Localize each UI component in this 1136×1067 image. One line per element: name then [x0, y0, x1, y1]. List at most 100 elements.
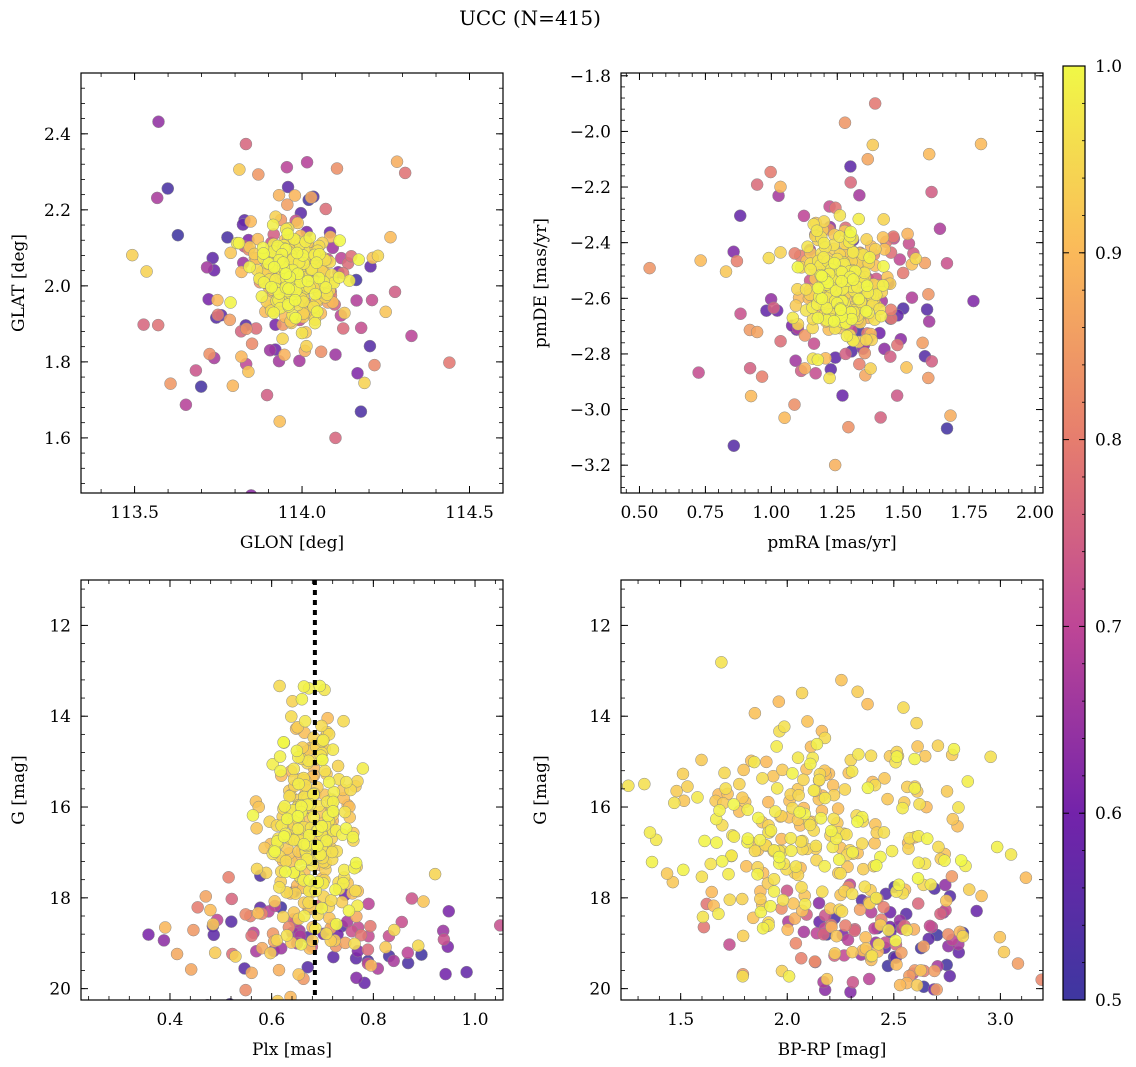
data-point	[290, 744, 304, 758]
data-point	[916, 336, 929, 350]
data-point	[257, 247, 270, 260]
data-point	[401, 946, 415, 960]
data-point	[1011, 957, 1025, 970]
data-point	[277, 736, 290, 749]
data-point	[789, 860, 803, 873]
data-point	[860, 279, 874, 293]
data-point	[747, 755, 761, 769]
data-point	[316, 734, 330, 747]
data-point	[442, 905, 456, 918]
data-point	[735, 892, 749, 906]
colorbar-tick-label: 0.5	[1095, 991, 1122, 1011]
data-point	[776, 893, 790, 907]
data-point	[322, 775, 336, 789]
data-point	[150, 191, 164, 205]
data-point	[933, 222, 947, 236]
data-point	[896, 266, 910, 280]
x-axis-label: BP-RP [mag]	[778, 1040, 887, 1060]
data-point	[956, 930, 970, 943]
data-point	[211, 293, 224, 307]
data-point	[804, 263, 817, 276]
data-point	[354, 321, 368, 335]
data-point	[874, 411, 887, 424]
data-point	[893, 978, 907, 992]
data-point	[301, 274, 315, 288]
data-point	[390, 155, 404, 168]
data-point	[705, 885, 718, 899]
data-point	[798, 362, 812, 375]
data-point	[911, 872, 925, 885]
x-tick-label: 0.6	[258, 1010, 285, 1030]
y-tick-label: 2.0	[44, 277, 71, 297]
data-point	[298, 714, 312, 728]
y-tick-label: −2.8	[570, 345, 611, 365]
data-point	[943, 969, 957, 983]
data-point	[715, 656, 728, 669]
data-point	[320, 927, 333, 940]
data-point	[910, 716, 923, 730]
data-point	[860, 333, 873, 347]
data-point	[834, 303, 847, 316]
data-point	[339, 822, 353, 835]
data-point	[911, 740, 924, 753]
data-point	[952, 801, 965, 814]
data-point	[934, 907, 947, 921]
data-point	[142, 928, 155, 941]
data-point	[876, 231, 890, 244]
y-tick-label: −2.0	[570, 122, 611, 142]
x-tick-label: 2.00	[1016, 503, 1054, 523]
data-point	[164, 377, 177, 390]
data-point	[764, 824, 778, 837]
data-point	[939, 878, 952, 892]
data-point	[279, 865, 292, 879]
y-axis-label: GLAT [deg]	[9, 234, 29, 332]
x-axis-label: GLON [deg]	[240, 533, 344, 553]
data-point	[841, 933, 855, 947]
data-point	[895, 946, 908, 959]
data-point	[925, 185, 938, 199]
data-point	[922, 288, 935, 301]
data-point	[768, 805, 782, 818]
data-point	[287, 762, 301, 776]
data-point	[645, 855, 659, 869]
data-point	[273, 679, 286, 693]
data-point	[239, 908, 252, 921]
data-point	[997, 945, 1011, 959]
data-point	[744, 389, 758, 403]
data-point	[354, 928, 368, 942]
data-point	[764, 165, 777, 179]
data-point	[288, 293, 302, 307]
data-point	[858, 880, 872, 893]
data-point	[918, 749, 932, 763]
scatter-panel-2: 0.50 0.75 1.00 1.25 1.50 1.75 2.00 −3.2 −3.0 −2.8…	[531, 67, 1054, 553]
data-point	[788, 247, 802, 260]
data-point	[126, 248, 139, 262]
data-point	[794, 952, 808, 965]
data-point	[852, 292, 866, 306]
data-point	[405, 892, 419, 905]
data-point	[861, 697, 874, 711]
data-point	[643, 261, 656, 275]
data-point	[384, 230, 397, 244]
data-point	[893, 253, 907, 266]
data-point	[909, 252, 923, 265]
data-point	[851, 685, 864, 699]
data-point	[158, 921, 172, 934]
data-point	[725, 849, 738, 862]
y-tick-label: 14	[589, 707, 611, 727]
data-point	[905, 291, 919, 304]
data-point	[710, 836, 723, 849]
data-point	[151, 318, 165, 332]
data-point	[387, 923, 401, 937]
data-point	[727, 439, 741, 452]
data-point	[863, 251, 876, 264]
data-point	[189, 364, 203, 377]
figure-title: UCC (N=415)	[459, 6, 601, 30]
data-point	[851, 815, 864, 828]
colorbar-tick-label: 0.9	[1095, 244, 1122, 264]
y-tick-label: 18	[49, 889, 71, 909]
data-point	[443, 356, 456, 369]
data-point	[855, 837, 869, 850]
data-point	[291, 216, 304, 230]
data-point	[908, 782, 922, 795]
